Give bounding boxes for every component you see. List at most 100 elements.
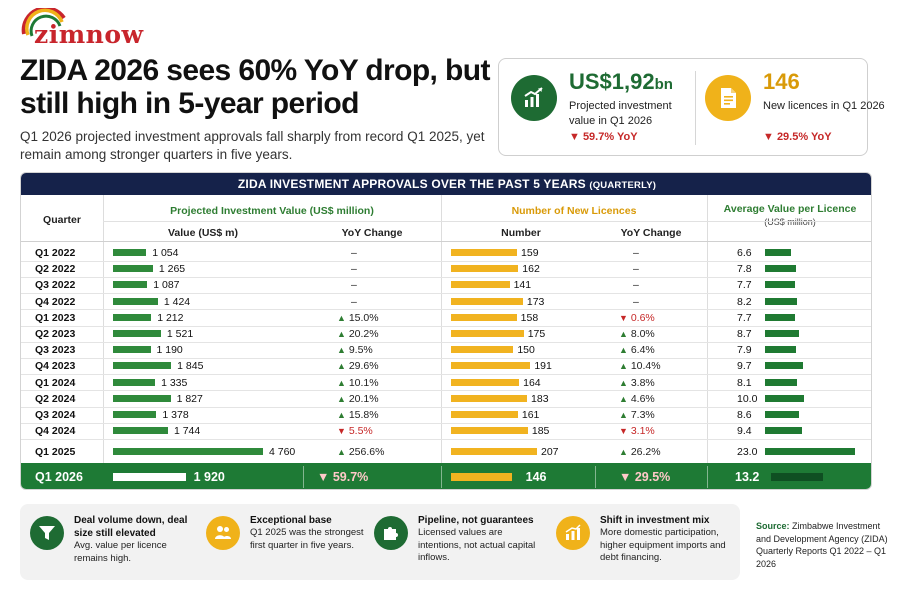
row-quarter: Q1 2023 bbox=[35, 311, 76, 324]
value-label: 4 760 bbox=[269, 446, 296, 459]
column-divider bbox=[103, 195, 104, 463]
total-avg-bar bbox=[771, 473, 823, 481]
avg-bar bbox=[765, 411, 799, 418]
header-rule bbox=[21, 241, 871, 242]
row-divider bbox=[21, 341, 871, 343]
kpi-investment: US$1,92bn Projected investment value in … bbox=[511, 69, 691, 147]
number-yoy: – bbox=[633, 295, 639, 308]
row-quarter: Q2 2024 bbox=[35, 392, 76, 405]
avg-label: 23.0 bbox=[737, 446, 758, 459]
number-bar bbox=[451, 362, 531, 370]
column-divider bbox=[441, 195, 442, 463]
header-investment-group: Projected Investment Value (US$ million) bbox=[170, 205, 374, 217]
insight-body: Licensed values are intentions, not actu… bbox=[418, 527, 536, 563]
value-label: 1 744 bbox=[173, 425, 201, 438]
zimnow-logo[interactable]: zimnow bbox=[20, 8, 170, 49]
avg-bar bbox=[765, 281, 796, 289]
row-divider bbox=[21, 293, 871, 295]
row-divider bbox=[21, 406, 871, 408]
header-avg-unit: (US$ million) bbox=[764, 217, 816, 227]
value-label: 1 424 bbox=[163, 295, 191, 308]
value-bar bbox=[113, 265, 153, 273]
up-arrow-icon: ▲ bbox=[619, 410, 628, 420]
document-icon bbox=[705, 75, 751, 121]
table-row: Q4 2022 1 424 – 173 – 8.2 bbox=[21, 294, 871, 310]
kpi-card: US$1,92bn Projected investment value in … bbox=[498, 58, 885, 156]
row-divider bbox=[21, 438, 871, 440]
total-avg-label: 13.2 bbox=[735, 470, 760, 484]
number-label: 191 bbox=[534, 360, 552, 373]
avg-bar bbox=[765, 249, 791, 256]
number-yoy: ▲ 10.4% bbox=[619, 360, 661, 373]
avg-label: 9.4 bbox=[737, 425, 752, 438]
column-divider bbox=[707, 195, 708, 463]
number-bar bbox=[451, 427, 528, 435]
table-row: Q4 2024 1 744 ▼ 5.5% 185 ▼ 3.1% 9.4 bbox=[21, 423, 871, 439]
header-number-yoy: YoY Change bbox=[620, 227, 682, 239]
page-title: ZIDA 2026 sees 60% YoY drop, but still h… bbox=[20, 54, 490, 120]
up-arrow-icon: ▲ bbox=[619, 447, 628, 458]
approvals-table: ZIDA INVESTMENT APPROVALS OVER THE PAST … bbox=[20, 172, 872, 490]
number-yoy: – bbox=[633, 279, 639, 292]
number-yoy: ▼ 0.6% bbox=[619, 311, 655, 324]
avg-bar bbox=[765, 448, 855, 456]
row-quarter: Q3 2024 bbox=[35, 409, 76, 421]
value-yoy: – bbox=[351, 263, 357, 276]
insight-title: Deal volume down, deal size still elevat… bbox=[74, 515, 188, 539]
number-label: 150 bbox=[517, 344, 535, 357]
number-label: 183 bbox=[531, 392, 549, 405]
avg-bar bbox=[765, 378, 797, 386]
number-bar bbox=[451, 346, 514, 354]
header-rule bbox=[103, 221, 871, 222]
puzzle-icon bbox=[374, 516, 408, 550]
total-number-yoy: ▼ 29.5% bbox=[619, 470, 671, 484]
total-row-divider bbox=[303, 466, 304, 488]
total-row-divider bbox=[707, 466, 708, 488]
avg-label: 7.8 bbox=[737, 263, 752, 276]
down-arrow-icon: ▼ bbox=[337, 426, 346, 437]
table-title: ZIDA INVESTMENT APPROVALS OVER THE PAST … bbox=[21, 173, 871, 195]
avg-label: 8.6 bbox=[737, 409, 752, 421]
total-value-yoy: ▼ 59.7% bbox=[317, 470, 369, 484]
up-arrow-icon: ▲ bbox=[337, 410, 346, 420]
value-yoy: ▲ 256.6% bbox=[337, 446, 385, 459]
down-arrow-icon: ▼ bbox=[619, 426, 628, 437]
value-label: 1 190 bbox=[156, 344, 183, 357]
total-number-label: 146 bbox=[525, 470, 547, 484]
row-divider bbox=[21, 325, 871, 327]
kpi-investment-change: ▼ 59.7% YoY bbox=[569, 131, 638, 143]
number-label: 159 bbox=[521, 247, 539, 259]
value-bar bbox=[113, 362, 172, 370]
number-yoy: – bbox=[633, 263, 639, 276]
value-bar bbox=[113, 394, 171, 402]
row-divider bbox=[21, 357, 871, 359]
logo-arc-icon bbox=[21, 8, 66, 37]
number-label: 175 bbox=[527, 328, 546, 340]
number-label: 207 bbox=[541, 446, 559, 459]
value-yoy: ▲ 20.2% bbox=[337, 328, 379, 340]
total-number-bar bbox=[451, 473, 512, 481]
header-value: Value (US$ m) bbox=[167, 227, 239, 239]
people-icon bbox=[206, 516, 240, 550]
up-arrow-icon: ▲ bbox=[337, 345, 346, 356]
value-bar bbox=[113, 346, 151, 354]
table-row: Q3 2023 1 190 ▲ 9.5% 150 ▲ 6.4% 7.9 bbox=[21, 342, 871, 358]
header-licences-group: Number of New Licences bbox=[511, 205, 637, 217]
value-label: 1 521 bbox=[166, 328, 194, 340]
table-row: Q1 2022 1 054 – 159 – 6.6 bbox=[21, 245, 871, 261]
number-yoy: ▲ 4.6% bbox=[619, 392, 655, 405]
up-arrow-icon: ▲ bbox=[337, 393, 346, 404]
value-yoy: – bbox=[351, 247, 357, 259]
number-bar bbox=[451, 249, 518, 256]
total-quarter: Q1 2026 bbox=[35, 470, 83, 484]
kpi-licences: 146 New licences in Q1 2026 ▼ 29.5% YoY bbox=[705, 69, 885, 147]
insight-pipeline: Pipeline, not guarantees Licensed values… bbox=[374, 514, 554, 574]
growth-chart-icon bbox=[511, 75, 557, 121]
number-label: 141 bbox=[513, 279, 532, 292]
number-yoy: ▲ 7.3% bbox=[619, 409, 655, 421]
kpi-licences-value: 146 bbox=[763, 69, 800, 94]
row-quarter: Q3 2022 bbox=[35, 279, 76, 292]
row-quarter: Q2 2022 bbox=[35, 263, 76, 276]
number-bar bbox=[451, 448, 537, 456]
row-divider bbox=[21, 422, 871, 424]
